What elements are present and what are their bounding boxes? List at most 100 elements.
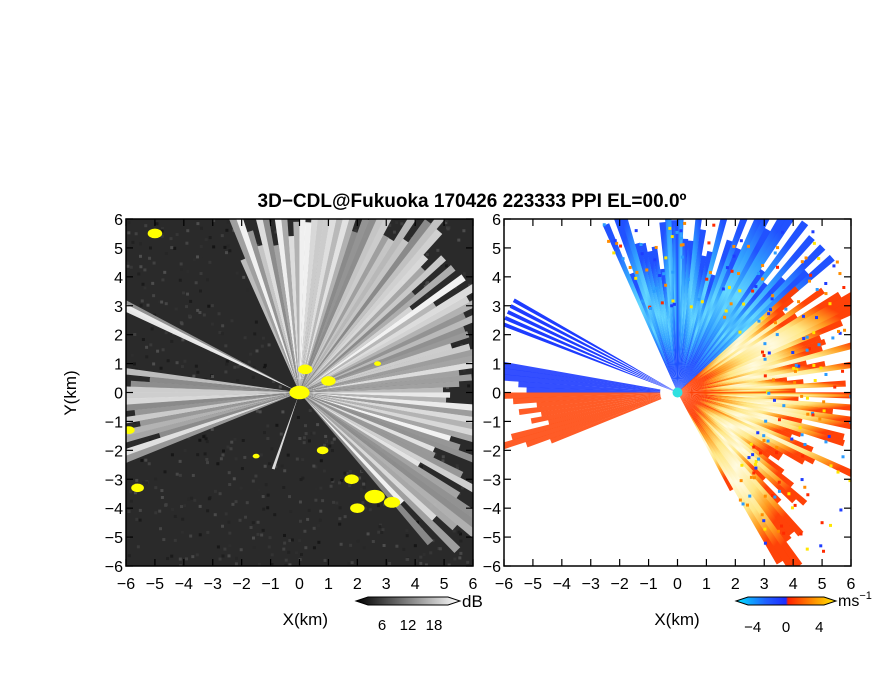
noise-speck xyxy=(226,445,230,449)
x-tick-label: 3 xyxy=(382,576,391,593)
noise-speck xyxy=(266,437,270,441)
noise-speck xyxy=(332,437,336,441)
noise-speck xyxy=(382,497,386,501)
velocity-speck xyxy=(849,394,851,398)
velocity-speck xyxy=(740,463,744,467)
x-tick-label: 3 xyxy=(760,576,769,593)
noise-speck xyxy=(295,551,299,555)
snr-highlight-patch xyxy=(350,503,365,513)
velocity-speck xyxy=(645,268,649,272)
noise-speck xyxy=(160,300,164,304)
velocity-speck xyxy=(773,251,777,255)
velocity-speck xyxy=(811,411,815,415)
noise-speck xyxy=(424,563,428,566)
noise-speck xyxy=(253,332,257,336)
noise-speck xyxy=(252,536,256,540)
y-tick-label: 6 xyxy=(114,212,123,229)
noise-speck xyxy=(180,530,184,534)
noise-speck xyxy=(221,524,225,528)
x-tick-label: −6 xyxy=(117,576,135,593)
velocity-warm-ray xyxy=(678,395,734,492)
velocity-speck xyxy=(835,260,839,264)
y-tick-label: −1 xyxy=(105,414,123,431)
velocity-warm-ray xyxy=(679,394,782,504)
noise-speck xyxy=(224,344,228,348)
noise-speck xyxy=(254,320,258,324)
noise-speck xyxy=(283,541,287,545)
noise-speck xyxy=(187,436,191,440)
noise-speck xyxy=(166,557,170,561)
noise-speck xyxy=(467,563,471,566)
noise-speck xyxy=(154,511,158,515)
noise-speck xyxy=(378,525,382,529)
x-tick-label: 0 xyxy=(673,576,682,593)
noise-speck xyxy=(203,452,207,456)
noise-speck xyxy=(190,496,194,500)
snr-highlight-patch xyxy=(252,453,260,459)
velocity-west-ray xyxy=(504,368,661,391)
velocity-speck xyxy=(697,297,701,301)
noise-speck xyxy=(208,236,212,240)
noise-speck xyxy=(254,474,258,478)
velocity-west-ray xyxy=(504,374,661,392)
noise-speck xyxy=(238,518,242,522)
snr-ray xyxy=(247,230,299,389)
noise-speck xyxy=(139,265,143,269)
noise-speck xyxy=(187,497,191,501)
velocity-speck xyxy=(776,246,780,250)
velocity-speck xyxy=(802,337,806,341)
velocity-speck xyxy=(812,241,816,245)
velocity-speck xyxy=(800,478,804,482)
x-tick-label: 4 xyxy=(411,576,420,593)
noise-speck xyxy=(234,562,238,566)
velocity-cool-ray xyxy=(677,219,684,390)
snr-ray xyxy=(303,394,461,499)
velocity-speck xyxy=(689,305,693,309)
noise-speck xyxy=(159,366,163,370)
velocity-speck xyxy=(824,372,828,376)
noise-speck xyxy=(419,465,423,469)
noise-speck xyxy=(295,457,299,461)
velocity-speck xyxy=(754,459,758,463)
velocity-speck xyxy=(791,351,795,355)
noise-speck xyxy=(160,495,164,499)
noise-speck xyxy=(324,434,328,438)
velocity-speck xyxy=(801,454,805,458)
noise-speck xyxy=(196,370,200,374)
noise-speck xyxy=(199,272,203,276)
velocity-speck xyxy=(664,256,668,260)
velocity-speck xyxy=(749,475,753,479)
velocity-cool-ray xyxy=(679,268,766,391)
snr-ray xyxy=(303,394,464,478)
noise-speck xyxy=(453,557,457,561)
velocity-speck xyxy=(683,221,687,225)
velocity-speck xyxy=(832,264,836,268)
snr-ray xyxy=(158,393,296,438)
noise-speck xyxy=(423,285,427,289)
snr-ray xyxy=(299,222,312,389)
velocity-speck xyxy=(679,243,683,247)
noise-speck xyxy=(419,561,423,565)
noise-speck xyxy=(452,529,456,533)
noise-speck xyxy=(138,254,142,258)
snr-colorbar-tick: 6 xyxy=(378,617,386,634)
noise-speck xyxy=(210,427,214,431)
noise-speck xyxy=(339,542,343,546)
velocity-speck xyxy=(671,299,675,303)
noise-speck xyxy=(274,230,278,234)
noise-speck xyxy=(163,470,167,474)
noise-speck xyxy=(196,308,200,312)
noise-speck xyxy=(261,336,265,340)
velocity-speck xyxy=(815,287,819,291)
noise-speck xyxy=(259,453,263,457)
velocity-speck xyxy=(639,243,643,247)
velocity-west-ray xyxy=(518,381,661,392)
snr-ray xyxy=(303,394,436,458)
noise-speck xyxy=(146,303,150,307)
snr-ray xyxy=(301,238,409,389)
noise-speck xyxy=(282,486,286,490)
velocity-warm-ray xyxy=(679,394,785,474)
snr-ray xyxy=(300,219,331,389)
velocity-speck xyxy=(771,294,775,298)
snr-ray xyxy=(302,395,473,529)
